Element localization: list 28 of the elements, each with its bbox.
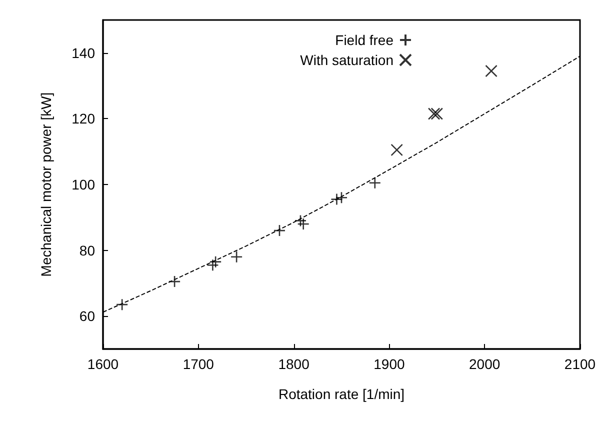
y-tick-label: 100 bbox=[72, 176, 96, 192]
point bbox=[297, 218, 310, 230]
y-axis-title: Mechanical motor power [kW] bbox=[38, 92, 54, 277]
y-tick-label: 60 bbox=[79, 308, 96, 324]
point bbox=[390, 144, 403, 156]
point bbox=[209, 256, 222, 268]
y-tick-label: 140 bbox=[72, 44, 96, 61]
legend-label: With saturation bbox=[300, 52, 394, 68]
point bbox=[428, 108, 440, 120]
x-tick-label: 1700 bbox=[182, 356, 214, 372]
point bbox=[273, 224, 286, 237]
point bbox=[230, 250, 243, 264]
x-axis-title: Rotation rate [1/min] bbox=[278, 386, 405, 402]
x-tick-label: 1800 bbox=[278, 356, 310, 372]
point bbox=[168, 275, 181, 288]
point bbox=[368, 176, 382, 190]
x-tick-label: 2100 bbox=[564, 356, 596, 372]
point bbox=[294, 214, 307, 227]
point bbox=[116, 298, 128, 311]
legend-label: Field free bbox=[335, 32, 394, 48]
y-tick-label: 120 bbox=[72, 110, 96, 127]
x-tick-label: 1900 bbox=[374, 356, 405, 372]
point bbox=[430, 108, 444, 120]
x-tick-label: 1600 bbox=[87, 356, 119, 372]
point bbox=[335, 192, 348, 204]
point bbox=[485, 64, 498, 78]
x-tick-label: 2000 bbox=[469, 356, 500, 372]
y-tick-label: 80 bbox=[79, 242, 96, 258]
